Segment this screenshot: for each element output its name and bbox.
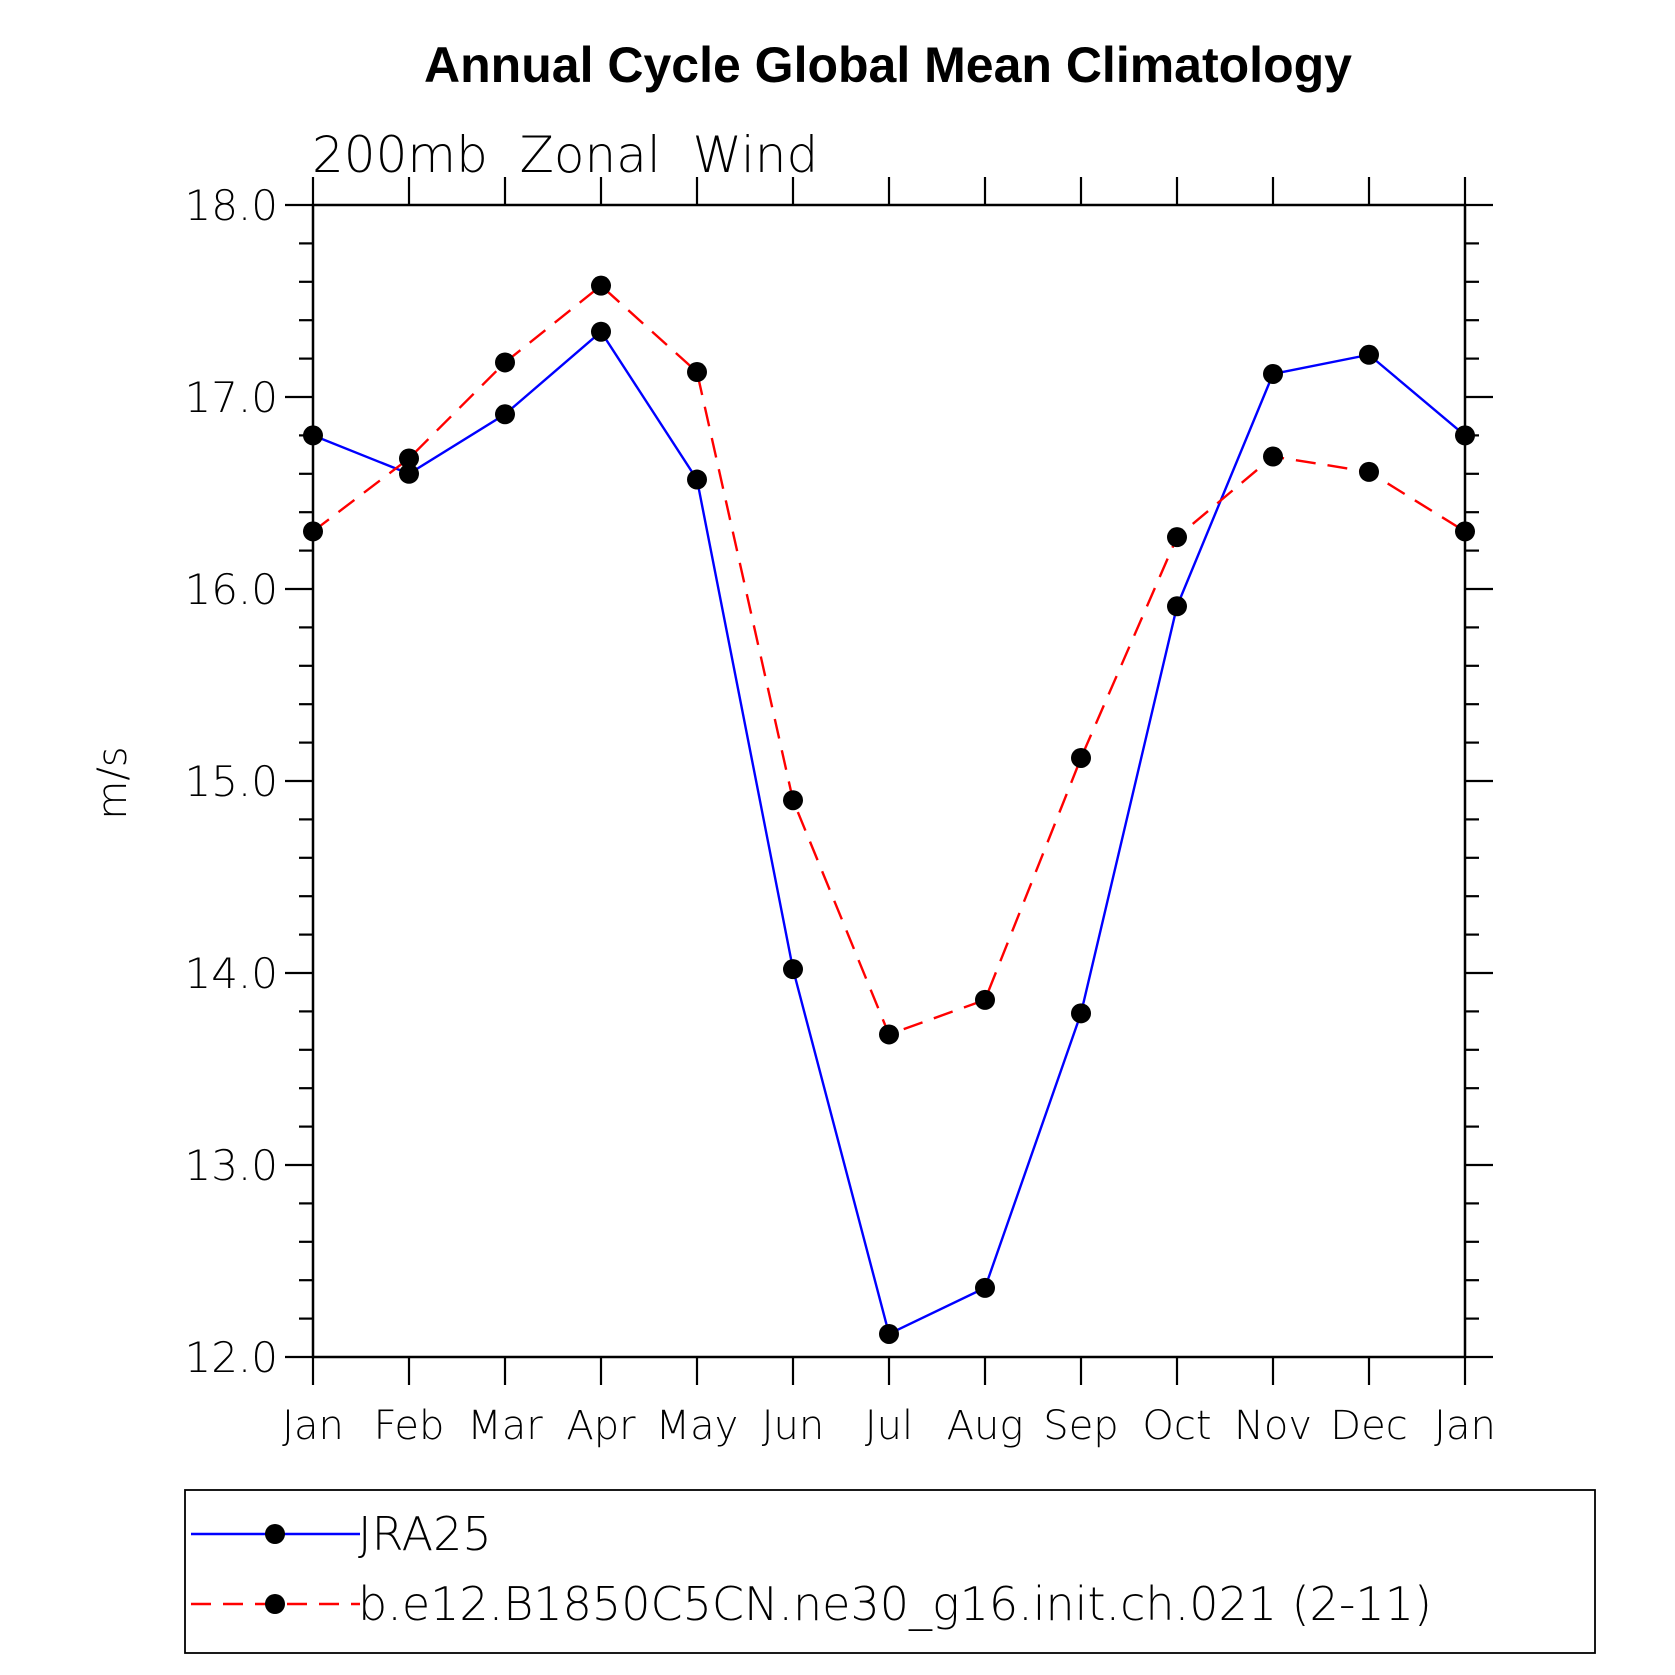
x-tick-label: Apr	[566, 1403, 636, 1449]
series-0-point	[1071, 1003, 1091, 1024]
legend-marker-model	[265, 1594, 285, 1614]
series-0-point	[1359, 344, 1379, 365]
y-axis-tick-labels: 12.0 13.0 14.0 15.0 16.0 17.0 18.0	[184, 181, 278, 1382]
x-tick-label: Nov	[1234, 1403, 1312, 1449]
y-axis-ticks	[285, 203, 1493, 1359]
x-axis-tick-labels: Jan Feb Mar Apr May Jun Jul Aug Sep Oct Nov Dec Jan	[282, 1403, 1496, 1449]
series-0-point	[303, 425, 323, 446]
y-tick-label: 14.0	[184, 949, 278, 998]
series-0-point	[591, 321, 611, 342]
x-tick-label: Dec	[1330, 1403, 1407, 1449]
y-tick-label: 13.0	[184, 1141, 278, 1190]
y-tick-label: 18.0	[184, 181, 278, 230]
series-0-point	[1455, 425, 1475, 446]
series-line-1	[312, 284, 1466, 1036]
series-0-point	[687, 469, 707, 490]
series-0-point	[399, 463, 419, 484]
series-1-point	[1071, 747, 1091, 768]
legend-label-jra25: JRA25	[358, 1507, 492, 1561]
series-1-point	[1167, 527, 1187, 548]
y-axis-label: m/s	[90, 746, 136, 819]
x-tick-label: Sep	[1043, 1403, 1118, 1449]
y-tick-label: 12.0	[184, 1333, 278, 1382]
x-axis-ticks	[311, 177, 1467, 1385]
x-tick-label: Jan	[282, 1403, 344, 1449]
y-tick-label: 15.0	[184, 757, 278, 806]
x-tick-label: Mar	[467, 1403, 543, 1449]
y-tick-label: 17.0	[184, 373, 278, 422]
series-line-0	[312, 329, 1466, 1336]
series-1-point	[1359, 461, 1379, 482]
series-0-point	[783, 959, 803, 980]
series-1-point	[783, 790, 803, 811]
series-1-point	[303, 521, 323, 542]
x-tick-label: Feb	[374, 1403, 445, 1449]
series-1-point	[399, 448, 419, 469]
x-tick-label: Jul	[865, 1403, 913, 1449]
series-1-point	[975, 989, 995, 1010]
series-0-point	[1263, 363, 1283, 384]
x-tick-label: Aug	[947, 1403, 1024, 1449]
legend-label-model: b.e12.B1850C5CN.ne30_g16.init.ch.021 (2-…	[358, 1577, 1432, 1631]
series-layer	[303, 275, 1475, 1344]
legend-marker-jra25	[265, 1524, 285, 1544]
x-tick-label: Jun	[762, 1403, 825, 1449]
series-0-point	[879, 1323, 899, 1344]
legend-box	[184, 1489, 1596, 1654]
series-1-point	[1455, 521, 1475, 542]
x-tick-label: May	[656, 1403, 739, 1449]
series-0-point	[495, 404, 515, 425]
series-1-point	[687, 362, 707, 383]
series-1-point	[495, 352, 515, 373]
x-tick-label: Oct	[1142, 1403, 1211, 1449]
chart-subtitle: 200mb Zonal Wind	[312, 126, 818, 184]
series-0-point	[1167, 596, 1187, 617]
series-1-point	[879, 1024, 899, 1045]
y-tick-label: 16.0	[184, 565, 278, 614]
x-tick-label: Jan	[1434, 1403, 1496, 1449]
legend: JRA25 b.e12.B1850C5CN.ne30_g16.init.ch.0…	[184, 1489, 1596, 1654]
series-0-point	[975, 1277, 995, 1298]
plot-frame	[311, 203, 1467, 1359]
series-1-point	[1263, 446, 1283, 467]
series-1-point	[591, 275, 611, 296]
chart-title: Annual Cycle Global Mean Climatology	[424, 37, 1352, 93]
